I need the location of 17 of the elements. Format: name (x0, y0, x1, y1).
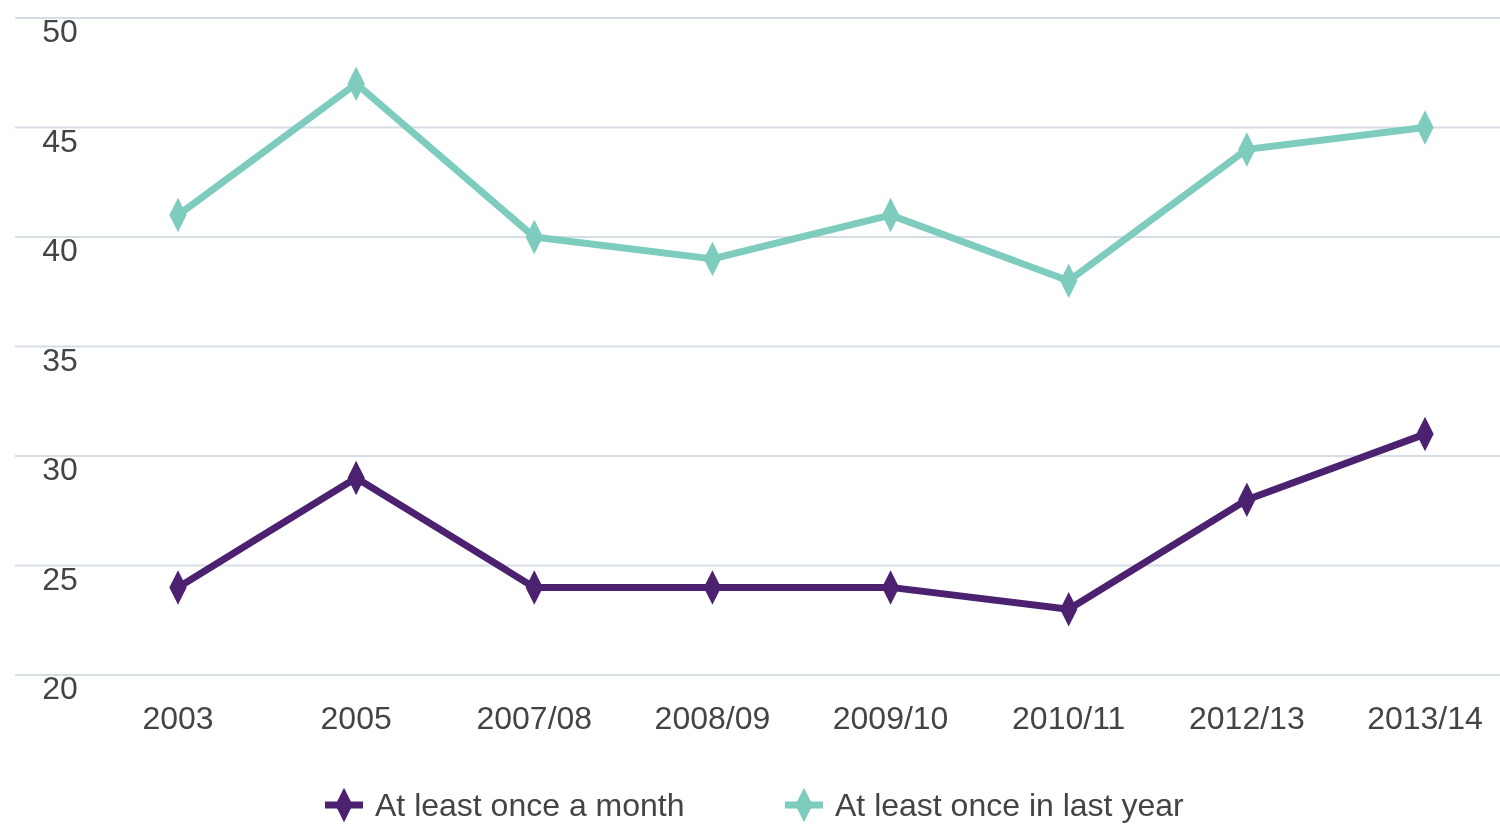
x-tick-label: 2008/09 (654, 700, 771, 736)
y-tick-label: 50 (42, 13, 78, 49)
x-tick-label: 2012/13 (1189, 700, 1305, 736)
x-tick-label: 2013/14 (1367, 700, 1483, 736)
y-tick-label: 20 (42, 670, 78, 706)
y-tick-label: 25 (42, 560, 78, 597)
x-tick-label: 2005 (320, 700, 392, 736)
x-tick-label: 2009/10 (832, 700, 949, 736)
x-tick-label: 2007/08 (476, 700, 593, 736)
legend-label: At least once in last year (835, 787, 1184, 823)
y-tick-label: 35 (42, 341, 78, 378)
y-tick-label: 40 (42, 232, 78, 268)
legend-label: At least once a month (375, 787, 685, 823)
x-tick-label: 2003 (142, 700, 214, 736)
x-tick-label: 2010/11 (1012, 700, 1126, 736)
y-tick-label: 45 (42, 122, 78, 159)
y-tick-label: 30 (42, 451, 78, 487)
